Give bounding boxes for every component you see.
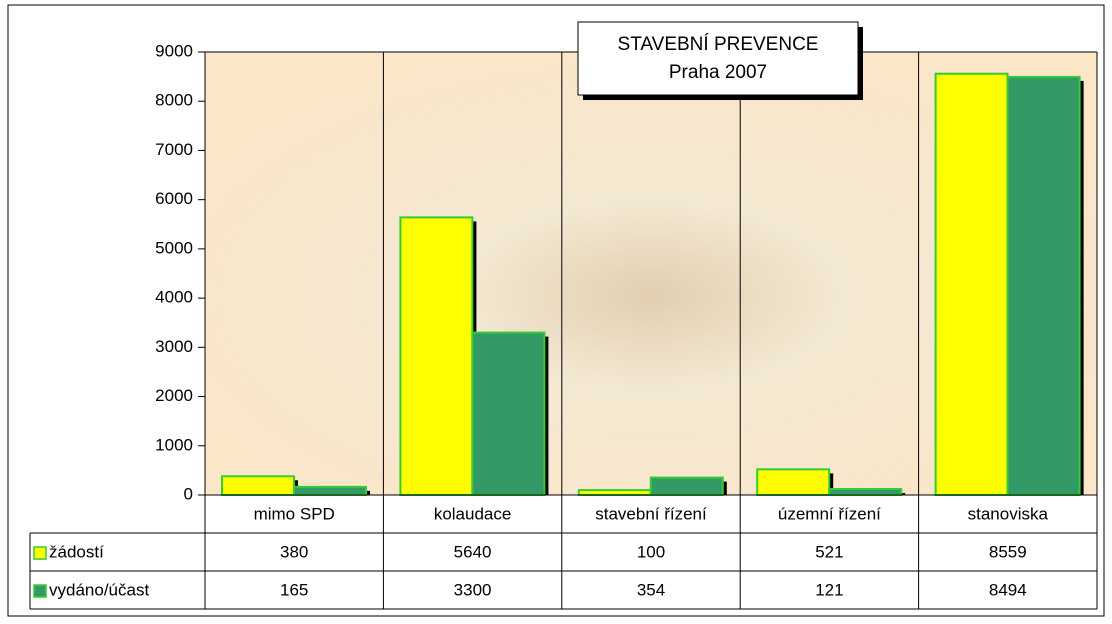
y-tick-label: 0 (184, 484, 193, 503)
bar (293, 485, 367, 496)
x-tick-label: stanoviska (968, 504, 1049, 523)
y-tick-label: 9000 (155, 41, 193, 60)
title-box (577, 21, 859, 96)
table-value: 3300 (454, 580, 492, 599)
chart-subtitle: Praha 2007 (669, 62, 767, 83)
y-tick-label: 6000 (155, 189, 193, 208)
bar (756, 468, 831, 497)
y-tick-label: 2000 (155, 386, 193, 405)
bar (649, 476, 724, 497)
bar (934, 72, 1009, 496)
y-tick-label: 7000 (155, 140, 193, 159)
x-tick-label: stavební řízení (595, 504, 707, 523)
table-value: 380 (280, 542, 308, 561)
chart-title: STAVEBNÍ PREVENCE (618, 34, 819, 55)
table-value: 165 (280, 580, 308, 599)
legend-label: vydáno/účast (49, 580, 149, 599)
table-value: 8494 (989, 580, 1027, 599)
bar (471, 331, 546, 497)
bar (577, 489, 652, 497)
table-value: 121 (815, 580, 843, 599)
y-tick-label: 5000 (155, 238, 193, 257)
bar (828, 488, 903, 496)
bar (399, 216, 474, 497)
bar (221, 475, 295, 497)
x-tick-label: kolaudace (434, 504, 512, 523)
legend-key (33, 546, 47, 560)
y-tick-label: 4000 (155, 288, 193, 307)
legend-key (33, 584, 47, 598)
table-value: 521 (815, 542, 843, 561)
x-tick-label: mimo SPD (254, 504, 335, 523)
bar (1006, 75, 1081, 497)
table-value: 5640 (454, 542, 492, 561)
x-tick-label: územní řízení (778, 504, 881, 523)
table-value: 8559 (989, 542, 1027, 561)
table-value: 354 (637, 580, 665, 599)
legend-label: žádostí (49, 542, 104, 561)
y-tick-label: 8000 (155, 91, 193, 110)
y-tick-label: 3000 (155, 337, 193, 356)
table-value: 100 (637, 542, 665, 561)
y-tick-label: 1000 (155, 435, 193, 454)
